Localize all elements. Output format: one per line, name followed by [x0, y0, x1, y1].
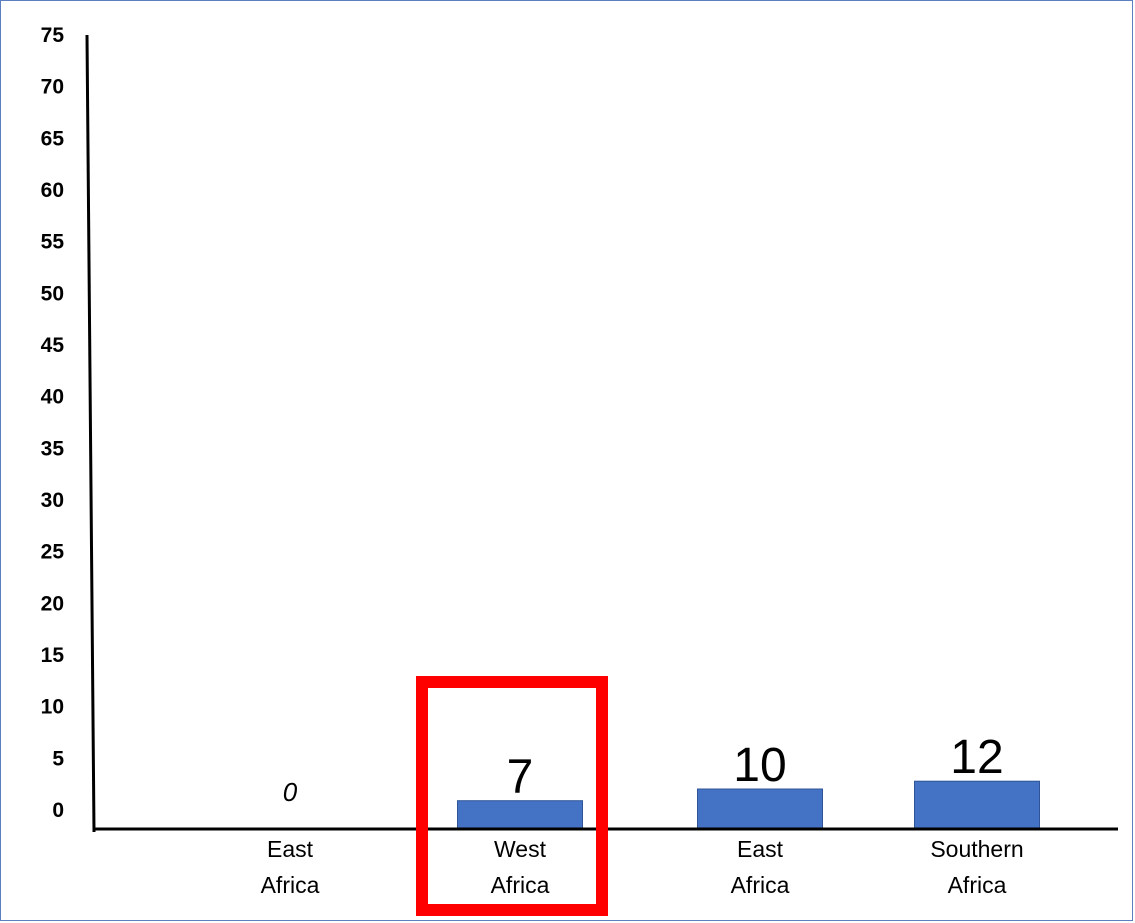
x-category-label-line: East: [267, 836, 314, 862]
y-tick-label: 0: [52, 799, 64, 822]
x-category-label-line: Africa: [491, 872, 550, 898]
x-category-label-line: Africa: [261, 872, 320, 898]
x-category-label: Southern Africa: [930, 836, 1023, 898]
data-label: 12: [950, 731, 1003, 784]
y-tick-label: 25: [41, 541, 65, 564]
data-label: 0: [283, 777, 298, 807]
y-tick-label: 40: [41, 386, 64, 409]
x-category-label-line: Southern: [930, 836, 1023, 862]
y-tick-label: 10: [41, 696, 64, 719]
bars: [457, 780, 1040, 829]
y-tick-label: 65: [41, 127, 65, 150]
value-labels: 0 7 10 12: [283, 731, 1004, 807]
y-tick-label: 45: [41, 334, 65, 357]
y-tick-label: 15: [41, 644, 65, 667]
x-category-label: East Africa: [261, 836, 320, 898]
y-tick-label: 20: [41, 592, 64, 615]
y-tick-label: 60: [41, 179, 64, 202]
bar: [914, 780, 1040, 829]
x-category-label: West Africa: [491, 836, 550, 898]
y-tick-label: 70: [41, 76, 64, 99]
data-label: 7: [507, 751, 534, 804]
y-tick-label: 35: [41, 437, 65, 460]
x-category-labels: East Africa West Africa East Africa Southern Af…: [261, 836, 1024, 898]
bar: [697, 788, 823, 829]
data-label: 10: [733, 739, 786, 792]
x-category-label-line: West: [494, 836, 547, 862]
x-category-label-line: Africa: [948, 872, 1007, 898]
y-tick-label: 50: [41, 282, 64, 305]
y-tick-label: 30: [41, 489, 64, 512]
y-tick-label: 75: [41, 24, 65, 47]
y-tick-label: 55: [41, 231, 65, 254]
x-category-label-line: East: [737, 836, 784, 862]
highlight-rect: [416, 676, 608, 916]
y-axis-line: [85, 34, 96, 833]
x-category-label: East Africa: [731, 836, 790, 898]
bar: [457, 800, 583, 829]
highlight-box: [416, 676, 608, 916]
x-category-label-line: Africa: [731, 872, 790, 898]
y-tick-label: 5: [52, 747, 64, 770]
